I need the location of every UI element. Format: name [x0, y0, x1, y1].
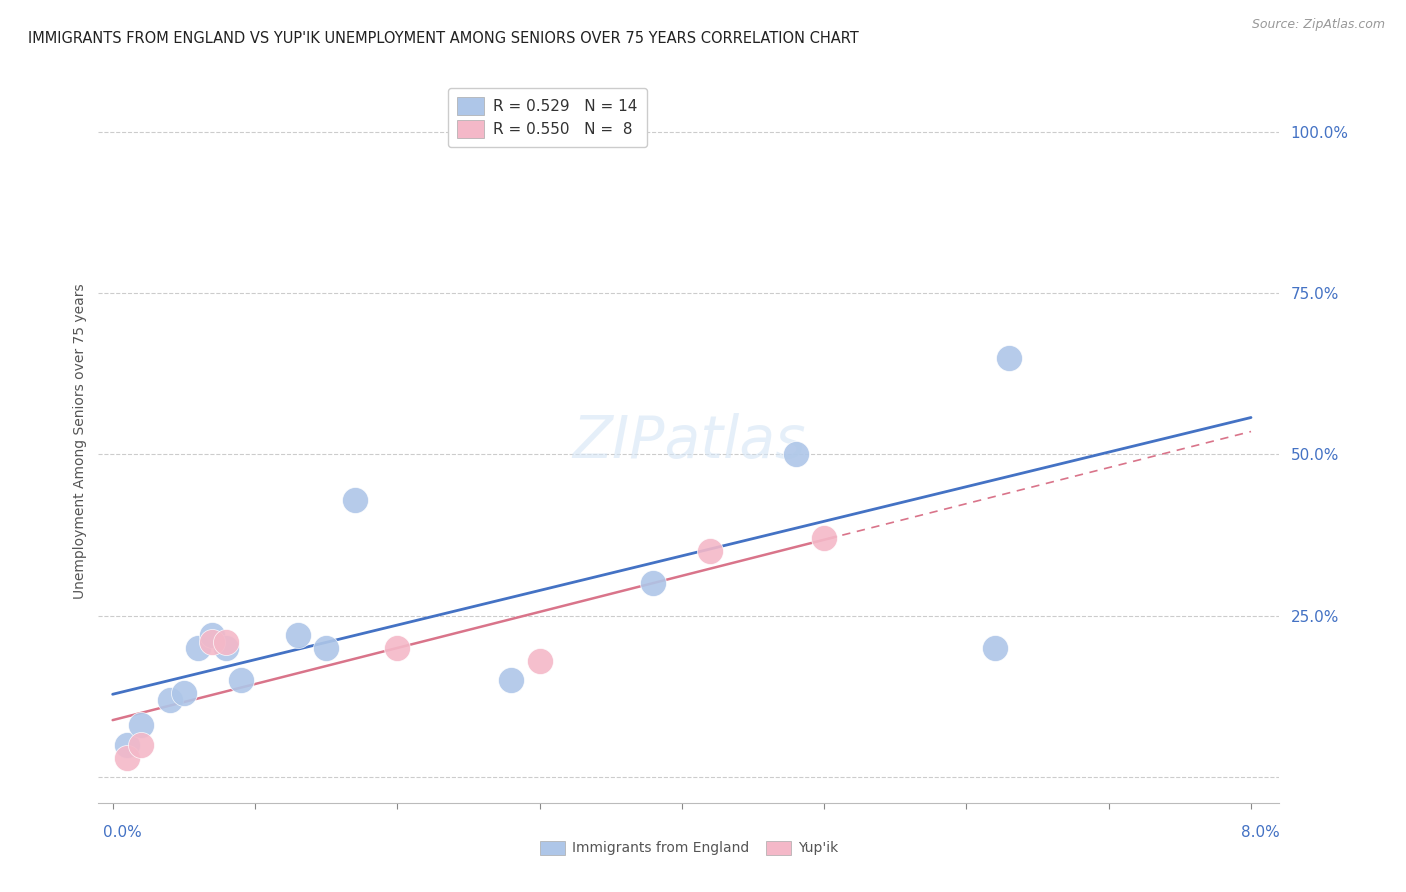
Point	[813, 531, 835, 545]
Point	[315, 640, 337, 655]
Point	[287, 628, 309, 642]
Point	[699, 544, 721, 558]
Text: IMMIGRANTS FROM ENGLAND VS YUP'IK UNEMPLOYMENT AMONG SENIORS OVER 75 YEARS CORRE: IMMIGRANTS FROM ENGLAND VS YUP'IK UNEMPL…	[28, 31, 859, 46]
Point	[201, 628, 224, 642]
Point	[215, 640, 238, 655]
Point	[343, 492, 366, 507]
Point	[998, 351, 1021, 365]
Point	[785, 447, 807, 461]
Y-axis label: Unemployment Among Seniors over 75 years: Unemployment Among Seniors over 75 years	[73, 284, 87, 599]
Point	[229, 673, 252, 688]
Point	[187, 640, 209, 655]
Text: Source: ZipAtlas.com: Source: ZipAtlas.com	[1251, 18, 1385, 31]
Legend: Immigrants from England, Yup'ik: Immigrants from England, Yup'ik	[534, 835, 844, 861]
Text: ZIPatlas: ZIPatlas	[572, 413, 806, 470]
Point	[643, 576, 665, 591]
Point	[129, 738, 152, 752]
Point	[159, 692, 181, 706]
Text: 8.0%: 8.0%	[1240, 825, 1279, 840]
Point	[215, 634, 238, 648]
Point	[499, 673, 522, 688]
Point	[201, 634, 224, 648]
Point	[115, 750, 138, 764]
Point	[387, 640, 409, 655]
Point	[984, 640, 1007, 655]
Point	[115, 738, 138, 752]
Point	[173, 686, 195, 700]
Point	[129, 718, 152, 732]
Point	[529, 654, 551, 668]
Text: 0.0%: 0.0%	[103, 825, 142, 840]
